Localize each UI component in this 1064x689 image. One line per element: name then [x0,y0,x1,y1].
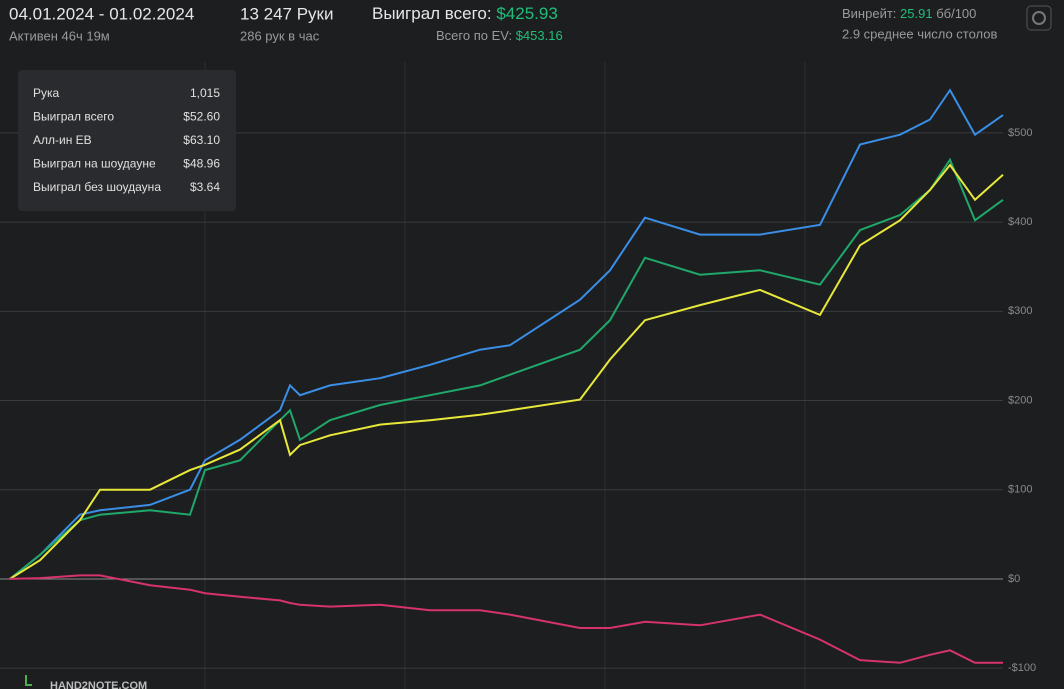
logo-icon [25,675,32,686]
winrate-unit: бб/100 [936,6,976,21]
ev-value: $453.16 [516,28,563,43]
won-label: Выиграл всего: [372,4,492,23]
ev-label: Всего по EV: [436,28,512,43]
y-tick-label: $500 [1008,127,1032,139]
hands-per-hour: 286 рук в час [240,28,320,43]
tooltip-value: $3.64 [190,180,220,194]
tooltip-label: Выиграл на шоудауне [33,157,156,171]
settings-button[interactable] [1026,5,1052,31]
y-tick-label: $400 [1008,216,1032,228]
y-tick-label: $300 [1008,305,1032,317]
tooltip-label: Выиграл всего [33,110,114,124]
series-line [9,574,1003,664]
winrate-label: Винрейт: [842,6,896,21]
hands: 13 247 Руки [240,4,334,23]
settings-icon [1032,11,1046,25]
series-line [9,88,1004,580]
winrate: Винрейт: 25.91 бб/100 [842,6,976,21]
series-line [9,157,1004,580]
ev-total: Всего по EV: $453.16 [436,28,563,43]
tooltip-label: Рука [33,86,60,100]
tooltip-value: 1,015 [190,86,220,100]
tooltip-value: $48.96 [183,157,220,171]
tooltip-value: $52.60 [183,110,220,124]
tooltip-value: $63.10 [183,133,220,147]
won-total: Выиграл всего: $425.93 [372,4,558,23]
active-time: Активен 46ч 19м [9,28,110,43]
tooltip-label: Алл-ин EВ [33,133,92,147]
tooltip-label: Выиграл без шоудауна [33,180,161,194]
y-tick-label: $0 [1008,573,1020,585]
date-range: 04.01.2024 - 01.02.2024 [9,4,194,23]
won-value: $425.93 [496,4,557,23]
tooltip-box [18,70,236,211]
logo: HAND2NOTE.COM [50,680,147,689]
tooltip: Рука 1,015 Выиграл всего $52.60 Алл-ин EВ $63… [18,70,236,211]
winrate-value: 25.91 [900,6,933,21]
y-tick-label: $100 [1008,484,1032,496]
y-tick-label: $200 [1008,394,1032,406]
plot: -$100 $0 $100 $200 $300 $400 $500 [0,62,1036,689]
series-line [9,163,1004,580]
tables: 2.9 среднее число столов [842,26,998,41]
y-tick-label: -$100 [1008,662,1036,674]
